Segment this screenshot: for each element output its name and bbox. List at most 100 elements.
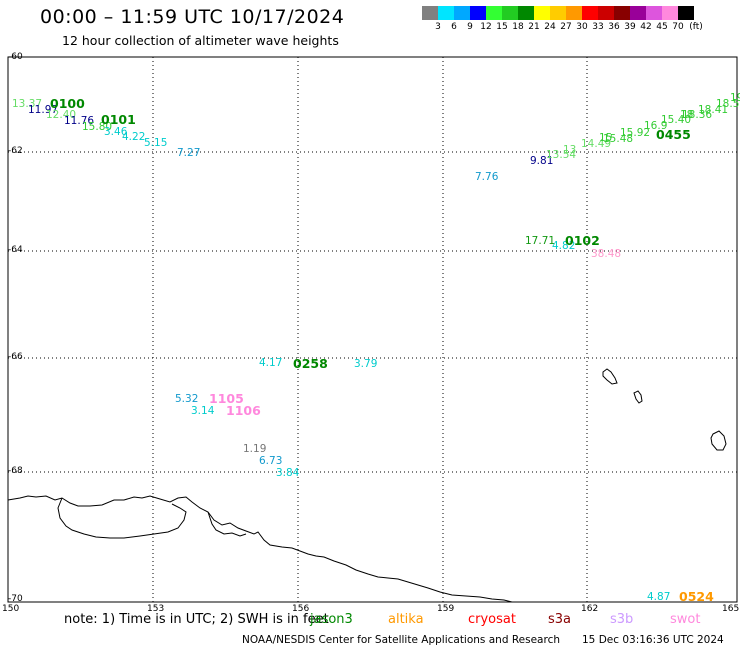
color-scale-swatch <box>662 6 678 20</box>
map-frame <box>7 56 738 603</box>
lon-label: 156 <box>292 604 310 614</box>
satellite-legend-item: cryosat <box>468 612 516 627</box>
color-scale-swatch <box>534 6 550 20</box>
coastline-bay <box>57 497 187 539</box>
credit-line: NOAA/NESDIS Center for Satellite Applica… <box>242 634 560 646</box>
color-scale-tick: 12 <box>480 22 492 32</box>
pass-label: 0100 <box>50 96 85 111</box>
color-scale-tick: 6 <box>451 22 457 32</box>
color-scale-swatch <box>422 6 438 20</box>
color-scale-tick: 15 <box>496 22 508 32</box>
lon-label: 153 <box>147 604 165 614</box>
color-scale-swatch <box>566 6 582 20</box>
coastline <box>7 495 513 603</box>
wave-height-label: 18 <box>680 109 694 121</box>
lon-label: 150 <box>2 604 20 614</box>
wave-height-label: 6.73 <box>259 455 283 467</box>
wave-height-label: 3.84 <box>276 467 300 479</box>
lon-label: 159 <box>437 604 455 614</box>
lat-label: -62 <box>8 146 23 156</box>
graticule <box>8 57 737 602</box>
lon-label: 162 <box>581 604 599 614</box>
wave-height-label: 15.92 <box>620 127 651 139</box>
wave-height-label: 4.17 <box>259 357 283 369</box>
color-scale-tick: 39 <box>624 22 636 32</box>
lat-label: -68 <box>8 466 23 476</box>
color-scale-unit: (ft) <box>689 22 703 32</box>
satellite-legend-item: s3b <box>610 612 634 627</box>
color-scale-tick: 70 <box>672 22 684 32</box>
map-title: 00:00 – 11:59 UTC 10/17/2024 <box>40 6 345 28</box>
pass-label: 0258 <box>293 356 328 371</box>
color-scale-tick: 45 <box>656 22 668 32</box>
color-scale-swatch <box>438 6 454 20</box>
wave-height-label: 7.27 <box>177 147 201 159</box>
coastline-inlet <box>207 511 247 537</box>
wave-height-label: 1.19 <box>243 443 267 455</box>
color-scale-tick: 42 <box>640 22 652 32</box>
color-scale-bar <box>422 6 694 20</box>
wave-height-label: 38.48 <box>591 248 622 260</box>
wave-height-label: 13.54 <box>546 149 577 161</box>
wave-height-label: 15.48 <box>603 133 634 145</box>
satellite-legend-item: s3a <box>548 612 572 627</box>
color-scale-swatch <box>598 6 614 20</box>
color-scale-swatch <box>630 6 646 20</box>
lon-label: 165 <box>722 604 740 614</box>
wave-height-label: 9.81 <box>530 155 554 167</box>
color-scale-tick: 27 <box>560 22 572 32</box>
color-scale-swatch <box>646 6 662 20</box>
wave-height-label: 5.32 <box>175 393 199 405</box>
color-scale-tick: 3 <box>435 22 441 32</box>
satellite-legend-item: swot <box>670 612 701 627</box>
island-1 <box>602 368 618 385</box>
color-scale-swatch <box>550 6 566 20</box>
wave-height-label: 19 <box>730 92 740 104</box>
wave-height-label: 15.80 <box>82 121 113 133</box>
wave-height-label: 11.97 <box>28 104 59 116</box>
wave-height-label: 5.15 <box>144 137 168 149</box>
wave-height-label: 4.82 <box>552 240 576 252</box>
lat-label: -66 <box>8 352 23 362</box>
wave-height-label: 4.87 <box>647 591 671 603</box>
color-scale-swatch <box>470 6 486 20</box>
color-scale-swatch <box>582 6 598 20</box>
wave-height-label: 18.41 <box>698 104 729 116</box>
color-scale-tick: 33 <box>592 22 604 32</box>
wave-height-label: 14.49 <box>581 138 612 150</box>
pass-label: 0524 <box>679 589 714 604</box>
pass-label: 0101 <box>101 112 136 127</box>
color-scale-tick: 36 <box>608 22 620 32</box>
color-scale-swatch <box>614 6 630 20</box>
island-2 <box>633 390 643 404</box>
color-scale-tick: 18 <box>512 22 524 32</box>
color-scale-swatch <box>502 6 518 20</box>
pass-label: 0455 <box>656 127 691 142</box>
wave-height-label: 3.14 <box>191 405 215 417</box>
wave-height-label: 13 <box>563 144 577 156</box>
wave-height-label: 16.9 <box>644 120 668 132</box>
wave-height-label: 18.55 <box>716 98 740 110</box>
footnote: note: 1) Time is in UTC; 2) SWH is in fe… <box>64 612 329 627</box>
wave-height-label: 11.76 <box>64 115 95 127</box>
wave-height-label: 7.76 <box>475 171 499 183</box>
color-scale-swatch <box>518 6 534 20</box>
wave-height-label: 18.36 <box>682 109 713 121</box>
island-3 <box>710 430 727 451</box>
satellite-legend-item: altika <box>388 612 424 627</box>
map-subtitle: 12 hour collection of altimeter wave hei… <box>62 33 339 48</box>
color-scale-tick: 24 <box>544 22 556 32</box>
color-scale-tick: 30 <box>576 22 588 32</box>
satellite-legend-item: jason3 <box>310 612 353 627</box>
generated-timestamp: 15 Dec 03:16:36 UTC 2024 <box>582 634 724 646</box>
color-scale-swatch <box>486 6 502 20</box>
lat-label: -70 <box>8 594 23 604</box>
color-scale-swatch <box>678 6 694 20</box>
lat-label: -60 <box>8 52 23 62</box>
pass-label: 0102 <box>565 233 600 248</box>
pass-label: 1105 <box>209 391 244 406</box>
lat-label: -64 <box>8 245 23 255</box>
wave-height-label: 4.22 <box>122 131 146 143</box>
wave-height-label: 12.40 <box>46 109 77 121</box>
